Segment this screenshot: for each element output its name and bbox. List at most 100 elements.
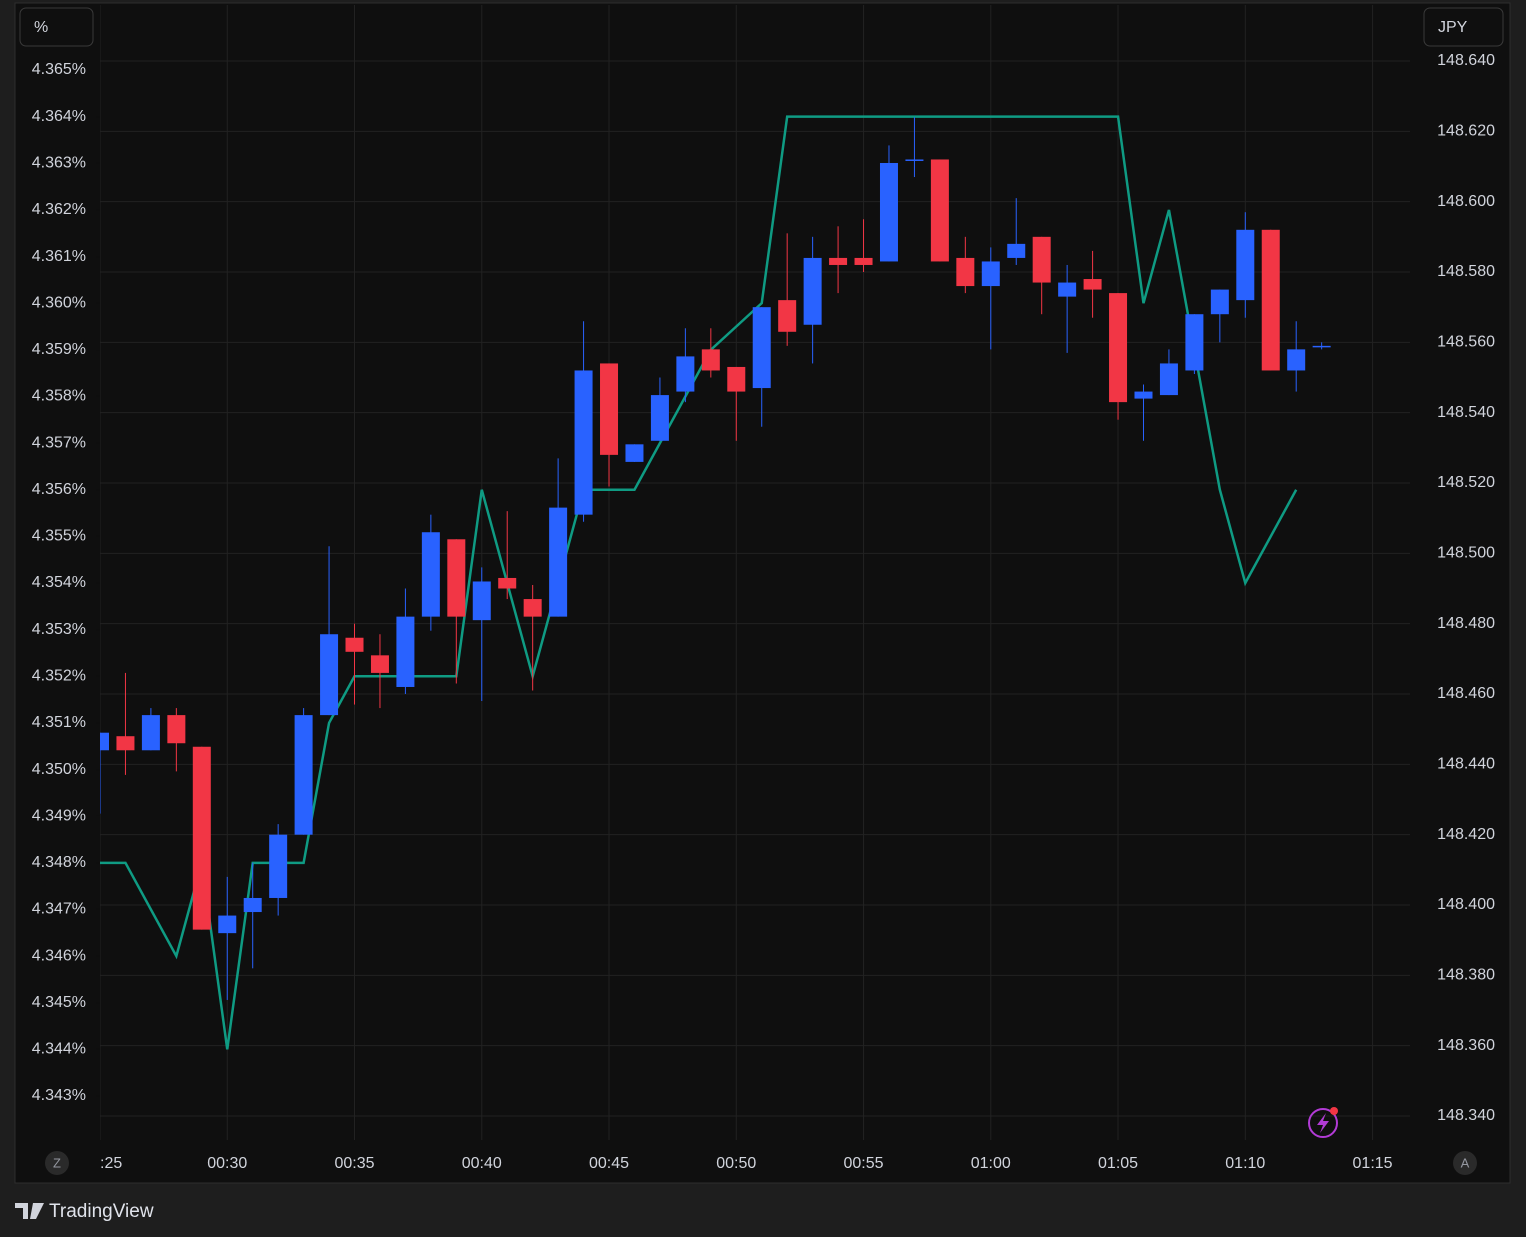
candle-body (1007, 243, 1026, 258)
y-tick-label: 4.349% (32, 807, 86, 824)
y2-tick-label: 148.540 (1437, 404, 1495, 421)
x-tick-label: 00:30 (207, 1155, 247, 1172)
candle-body (447, 539, 466, 617)
y-tick-label: 4.355% (32, 528, 86, 545)
y2-tick-label: 148.340 (1437, 1107, 1495, 1124)
x-tick-label: 01:05 (1098, 1155, 1138, 1172)
y-tick-label: 4.348% (32, 854, 86, 871)
y-tick-label: 4.345% (32, 994, 86, 1011)
candle-body (549, 507, 568, 617)
candle-body (829, 257, 848, 265)
candle-body (625, 444, 644, 462)
candle-body (421, 532, 440, 617)
y-tick-label: 4.351% (32, 714, 86, 731)
y2-tick-label: 148.440 (1437, 756, 1495, 773)
y-tick-label: 4.354% (32, 574, 86, 591)
candle-body (1159, 363, 1178, 396)
alert-icon-dot[interactable] (1330, 1107, 1338, 1115)
candle-body (574, 370, 593, 515)
y2-tick-label: 148.400 (1437, 896, 1495, 913)
brand-logo[interactable]: TradingView (15, 1201, 154, 1222)
y-tick-label: 4.356% (32, 481, 86, 498)
y2-axis-label[interactable]: JPY (1438, 19, 1468, 36)
candle-body (320, 634, 339, 716)
percent-button[interactable] (19, 7, 94, 47)
y-tick-label: 4.359% (32, 341, 86, 358)
brand-name[interactable]: TradingView (49, 1201, 154, 1222)
y-tick-label: 4.352% (32, 668, 86, 685)
candle-body (141, 715, 160, 751)
y2-tick-label: 148.480 (1437, 615, 1495, 632)
y2-tick-label: 148.620 (1437, 123, 1495, 140)
plot-area (100, 115, 1331, 1050)
brand-mark[interactable] (15, 1203, 44, 1219)
candle-body (1134, 391, 1153, 399)
candle-body (294, 715, 313, 835)
y2-tick-label: 148.580 (1437, 263, 1495, 280)
x-tick-label: :25 (100, 1155, 122, 1172)
y2-tick-label: 148.640 (1437, 52, 1495, 69)
candle-body (1032, 236, 1051, 283)
y-tick-label: 4.365% (32, 61, 86, 78)
x-tick-label: 01:15 (1353, 1155, 1393, 1172)
y-tick-label: 4.350% (32, 761, 86, 778)
candle-body (1185, 314, 1204, 371)
candle-body (676, 356, 695, 392)
candle-body (879, 162, 898, 262)
candle-body (650, 395, 669, 441)
candle-body (1109, 293, 1128, 403)
y-tick-label: 4.361% (32, 248, 86, 265)
y-tick-label: 4.344% (32, 1041, 86, 1058)
x-tick-label: 00:40 (462, 1155, 502, 1172)
candle-body (192, 746, 211, 930)
y-tick-label: 4.363% (32, 155, 86, 172)
y-axis-label[interactable]: % (34, 19, 48, 36)
candle-body (1261, 229, 1280, 371)
x-tick-label: 00:35 (334, 1155, 374, 1172)
y-tick-label: 4.362% (32, 201, 86, 218)
candle-body (218, 915, 237, 934)
axes: 4.343% 4.344% 4.345% 4.346% 4.347% 4.348% 4.34… (32, 52, 1495, 1172)
candle-body (727, 366, 746, 392)
candle-body (472, 581, 491, 621)
y2-tick-label: 148.600 (1437, 193, 1495, 210)
candle-body (396, 616, 415, 687)
zoom-button[interactable] (45, 1151, 69, 1175)
candle-body (1287, 349, 1306, 371)
currency-button[interactable] (1423, 7, 1504, 47)
candle-body (981, 261, 1000, 287)
y2-tick-label: 148.420 (1437, 826, 1495, 843)
y-tick-label: 4.358% (32, 388, 86, 405)
y-tick-label: 4.353% (32, 621, 86, 638)
candle-body (370, 655, 389, 673)
y-tick-label: 4.343% (32, 1087, 86, 1104)
candle-body (1236, 229, 1255, 301)
zoom-button-label[interactable]: Z (53, 1155, 61, 1170)
grid (100, 5, 1410, 1140)
alert-icon-bolt[interactable] (1317, 1113, 1329, 1133)
auto-button[interactable] (1453, 1151, 1477, 1175)
y2-tick-label: 148.520 (1437, 474, 1495, 491)
yield-line (100, 115, 1298, 1050)
candle-body (1083, 279, 1102, 290)
candle-body (269, 834, 288, 898)
y-tick-label: 4.364% (32, 108, 86, 125)
candle-body (243, 897, 262, 913)
alert-icon[interactable] (1308, 1107, 1338, 1138)
x-tick-label: 00:55 (844, 1155, 884, 1172)
alert-icon-ring[interactable] (1308, 1108, 1338, 1138)
candle-body (778, 300, 797, 332)
candle-body (1210, 289, 1229, 315)
x-tick-label: 00:45 (589, 1155, 629, 1172)
candle-body (498, 577, 517, 589)
candle-body (752, 307, 771, 389)
candle-body (116, 736, 135, 751)
candle-body (345, 637, 364, 652)
candle-body (600, 363, 619, 455)
candle-body (167, 715, 186, 744)
auto-button-label[interactable]: A (1461, 1155, 1470, 1170)
candle-body (956, 257, 975, 287)
candle-body (701, 349, 720, 371)
